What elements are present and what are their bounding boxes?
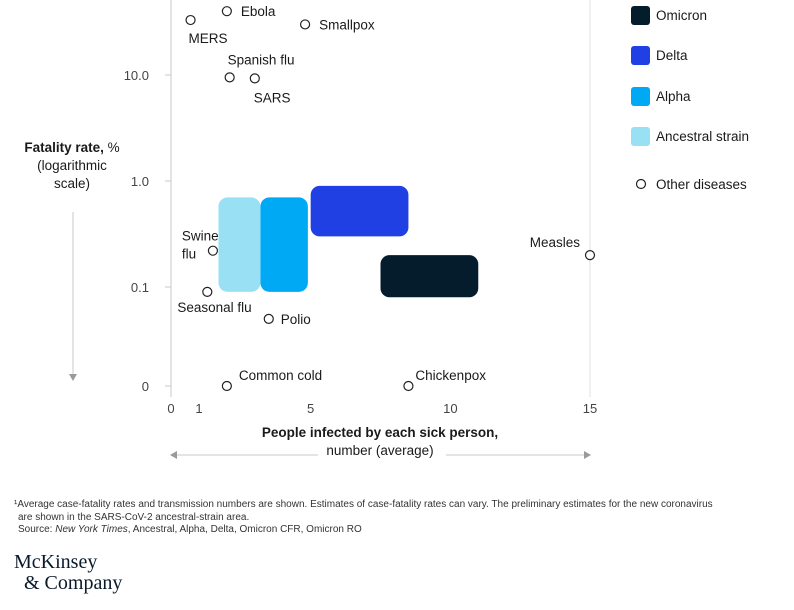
mckinsey-logo: McKinsey & Company bbox=[14, 552, 122, 594]
variant-range-delta bbox=[310, 185, 409, 237]
footnote-line-1: ¹Average case-fatality rates and transmi… bbox=[14, 499, 713, 510]
variant-range-omicron bbox=[380, 255, 479, 298]
legend-label-ancestral-strain: Ancestral strain bbox=[656, 129, 749, 144]
x-tick-label: 5 bbox=[307, 401, 314, 416]
disease-point-ebola bbox=[221, 6, 232, 17]
legend-swatch-omicron bbox=[631, 6, 650, 25]
disease-label-common-cold: Common cold bbox=[239, 368, 322, 383]
legend-label-alpha: Alpha bbox=[656, 89, 691, 104]
disease-point-mers bbox=[185, 14, 196, 26]
footnote-source: Source: New York Times, Ancestral, Alpha… bbox=[14, 524, 784, 537]
x-tick-label: 1 bbox=[195, 401, 202, 416]
y-axis-label-rest: % (logarithmic scale) bbox=[37, 140, 120, 191]
disease-label-mers: MERS bbox=[189, 31, 228, 46]
legend-swatch-ancestral-strain bbox=[631, 127, 650, 146]
disease-point-sars bbox=[249, 73, 260, 84]
y-tick-label: 0 bbox=[142, 379, 149, 394]
disease-label-polio: Polio bbox=[281, 312, 311, 327]
disease-point-seasonal-flu bbox=[202, 286, 213, 297]
disease-label-seasonal-flu: Seasonal flu bbox=[177, 300, 251, 315]
disease-point-polio bbox=[263, 313, 274, 325]
disease-point-measles bbox=[584, 249, 596, 261]
y-tick-label: 10.0 bbox=[124, 68, 149, 83]
chart-canvas: 10.01.00.100 1 5 10 15EbolaMERSSmallpoxSpani… bbox=[69, 0, 749, 459]
legend-label-other-diseases: Other diseases bbox=[656, 177, 747, 192]
legend-marker-other-diseases bbox=[635, 178, 647, 190]
footnote-line-2: are shown in the SARS-CoV-2 ancestral-st… bbox=[18, 511, 250, 523]
y-axis-arrowhead bbox=[69, 374, 77, 381]
legend-label-omicron: Omicron bbox=[656, 8, 707, 23]
footnote: ¹Average case-fatality rates and transmi… bbox=[14, 499, 784, 537]
disease-label-measles: Measles bbox=[530, 235, 581, 250]
source-rest: , Ancestral, Alpha, Delta, Omicron CFR, … bbox=[127, 524, 362, 535]
x-axis-label-rest: number (average) bbox=[326, 443, 434, 458]
disease-label-smallpox: Smallpox bbox=[319, 17, 375, 32]
disease-label-chickenpox: Chickenpox bbox=[415, 368, 486, 383]
x-tick-label: 10 bbox=[443, 401, 457, 416]
disease-label-sars: SARS bbox=[254, 90, 291, 105]
legend-label-delta: Delta bbox=[656, 48, 688, 63]
y-axis-label-bold: Fatality rate, bbox=[24, 140, 104, 155]
disease-label-ebola: Ebola bbox=[241, 4, 276, 19]
y-tick-label: 1.0 bbox=[131, 174, 149, 189]
disease-point-smallpox bbox=[299, 19, 311, 30]
legend-swatch-alpha bbox=[631, 87, 650, 106]
source-label: Source: bbox=[18, 524, 53, 535]
disease-label-spanish-flu: Spanish flu bbox=[228, 52, 295, 67]
y-axis-label: Fatality rate, % (logarithmic scale) bbox=[22, 139, 122, 193]
variant-range-ancestral-strain bbox=[218, 197, 261, 292]
x-tick-label: 15 bbox=[583, 401, 597, 416]
source-italic: New York Times bbox=[55, 524, 128, 535]
logo-line-1: McKinsey bbox=[14, 551, 98, 573]
disease-label-swine-flu: Swine flu bbox=[182, 229, 219, 262]
legend-swatch-delta bbox=[631, 46, 650, 65]
disease-point-swine-flu bbox=[207, 245, 218, 256]
y-tick-label: 0.1 bbox=[131, 280, 149, 295]
logo-line-2: & Company bbox=[24, 572, 123, 594]
disease-point-common-cold bbox=[221, 380, 232, 392]
x-axis-label-bold: People infected by each sick person, bbox=[261, 425, 499, 440]
disease-point-chickenpox bbox=[403, 380, 414, 392]
x-tick-label: 0 bbox=[167, 401, 174, 416]
disease-point-spanish-flu bbox=[224, 72, 235, 83]
variant-range-alpha bbox=[260, 197, 308, 292]
x-axis-label: People infected by each sick person, num… bbox=[172, 424, 588, 460]
x-axis-arrowhead-left bbox=[170, 451, 177, 459]
x-axis-arrowhead-right bbox=[584, 451, 591, 459]
